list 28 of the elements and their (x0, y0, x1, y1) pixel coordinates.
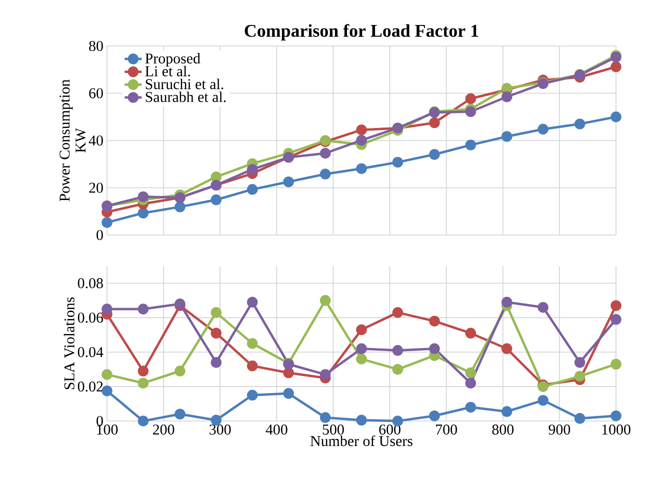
y-tick-label: 0.02 (78, 381, 103, 392)
y-tick-label: 0 (96, 416, 103, 426)
y-tick-label: 80 (89, 40, 103, 52)
y-tick-label: 0 (96, 230, 103, 240)
x-tick-label: 900 (548, 424, 570, 435)
x-tick-label: 700 (436, 424, 457, 435)
x-axis-title: Number of Users (310, 435, 412, 446)
x-tick-label: 100 (97, 424, 118, 435)
legend-label: Saurabh et al. (146, 92, 226, 102)
legend-label: Proposed (145, 52, 200, 67)
x-tick-label: 800 (492, 424, 514, 435)
y-tick-label: 20 (89, 182, 103, 193)
x-tick-label: 300 (210, 424, 231, 435)
y-axis-title: SLA Violations (64, 297, 74, 390)
x-tick-label: 400 (266, 424, 288, 435)
chart-title: Comparison for Load Factor 1 (244, 24, 478, 41)
x-tick-label: 500 (322, 424, 344, 435)
y-tick-label: 0.04 (78, 347, 104, 358)
y-tick-label: 60 (89, 88, 103, 98)
y-tick-label: 40 (88, 135, 103, 146)
x-tick-label: 600 (379, 424, 400, 435)
y-axis-title: Power Consumption KW (60, 79, 86, 202)
y-tick-label: 0.08 (78, 278, 103, 288)
legend-label: Li et al. (145, 66, 190, 76)
x-tick-label: 200 (153, 424, 174, 435)
legend-label: Suruchi et al. (146, 78, 224, 90)
y-tick-label: 0.06 (78, 312, 104, 323)
x-tick-label: 1000 (602, 424, 630, 435)
